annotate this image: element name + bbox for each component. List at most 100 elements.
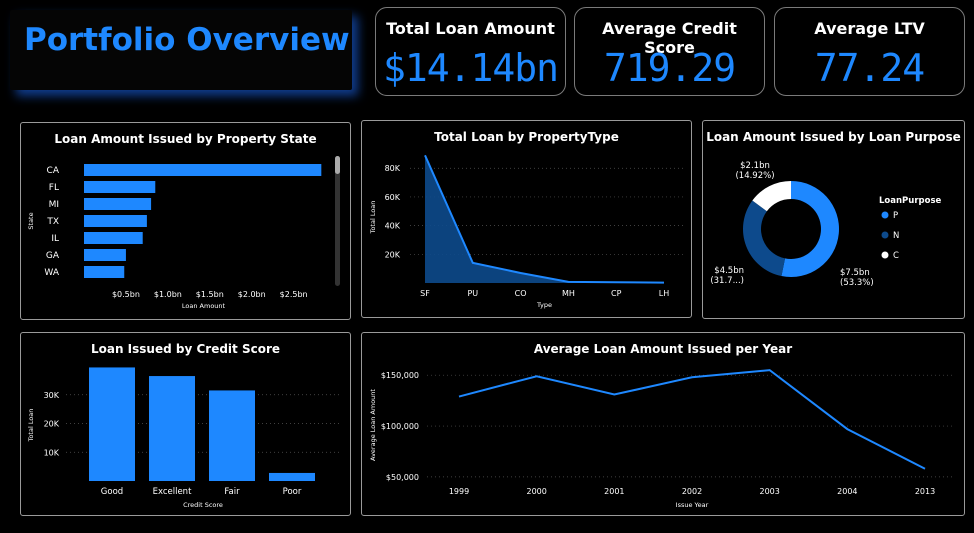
chart-panel-property-type[interactable]: Total Loan by PropertyType 20K 40K 60K 80K S…	[361, 120, 692, 318]
bar	[209, 390, 255, 481]
scrollbar-thumb	[335, 156, 340, 174]
x-tick-label: $1.5bn	[196, 290, 224, 299]
legend-marker	[881, 231, 889, 239]
chart-title: Total Loan by PropertyType	[434, 130, 619, 144]
legend-label: N	[893, 231, 899, 241]
chart-panel-loan-purpose[interactable]: Loan Amount Issued by Loan Purpose $7.5b…	[702, 120, 965, 319]
x-axis-label: Credit Score	[183, 501, 223, 509]
legend-label: C	[893, 251, 899, 261]
y-axis-label: Average Loan Amount	[369, 389, 377, 461]
kpi-value: 77.24	[814, 46, 925, 90]
chart-title: Loan Amount Issued by Property State	[54, 132, 317, 146]
kpi-value: 719.29	[603, 46, 736, 90]
kpi-value: $14.14bn	[382, 46, 559, 90]
data-label-percent: (31.7...)	[710, 276, 744, 286]
x-tick-label: Fair	[224, 487, 240, 497]
kpi-label: Total Loan Amount	[386, 19, 555, 38]
kpi-card-total-loan[interactable]: Total Loan Amount $14.14bn	[375, 7, 566, 96]
bar	[84, 232, 143, 244]
category-label: IL	[51, 234, 59, 244]
x-tick-label: SF	[420, 289, 430, 298]
area-fill	[425, 155, 664, 283]
x-tick-label: 2000	[526, 487, 546, 496]
y-tick-label: 30K	[44, 391, 60, 400]
x-tick-label: 2004	[837, 487, 857, 496]
bar	[84, 164, 322, 176]
data-label-percent: (14.92%)	[735, 171, 774, 181]
pie-slice	[781, 181, 839, 277]
data-label-value: $4.5bn	[714, 266, 744, 276]
category-label: CA	[47, 166, 60, 176]
x-tick-label: $0.5bn	[112, 290, 140, 299]
y-tick-label: $150,000	[381, 371, 419, 380]
x-tick-label: 2013	[915, 487, 935, 496]
y-tick-label: 40K	[385, 222, 401, 231]
x-axis-label: Issue Year	[676, 501, 709, 509]
bar	[84, 249, 126, 261]
x-tick-label: 2001	[604, 487, 624, 496]
x-tick-label: $2.0bn	[238, 290, 266, 299]
x-tick-label: $1.0bn	[154, 290, 182, 299]
category-label: WA	[44, 268, 59, 278]
y-tick-label: $100,000	[381, 422, 419, 431]
kpi-label: Average LTV	[814, 19, 925, 38]
property-type-area-chart: 20K 40K 60K 80K SF PU CO MH CP LH Type Total Loan	[369, 154, 684, 309]
x-tick-label: 1999	[449, 487, 469, 496]
legend-title: LoanPurpose	[879, 196, 941, 206]
x-tick-label: $2.5bn	[280, 290, 308, 299]
bar	[84, 266, 125, 278]
chart-panel-state[interactable]: Loan Amount Issued by Property State CA F…	[20, 122, 351, 320]
bar	[84, 198, 152, 210]
x-tick-label: 2003	[759, 487, 779, 496]
x-tick-label: PU	[467, 289, 478, 298]
y-tick-label: 20K	[385, 250, 401, 259]
chart-panel-year[interactable]: Average Loan Amount Issued per Year $50,…	[361, 332, 965, 516]
x-tick-label: LH	[659, 289, 669, 298]
credit-score-bar-chart: 10K 20K 30K Good Excellent Fair Poor Credit Sco…	[27, 367, 339, 509]
x-tick-label: 2002	[682, 487, 702, 496]
y-axis-label: State	[27, 212, 35, 229]
series-line	[458, 369, 926, 470]
pie-slice	[743, 200, 786, 277]
y-tick-label: 60K	[385, 193, 401, 202]
x-tick-label: CP	[611, 289, 622, 298]
category-label: GA	[46, 251, 60, 261]
y-axis-label: Total Loan	[27, 409, 35, 443]
legend-marker	[881, 251, 889, 259]
loan-purpose-donut-chart: $7.5bn(53.3%) $4.5bn(31.7...) $2.1bn(14.92…	[710, 161, 941, 288]
x-tick-label: Poor	[283, 487, 302, 497]
chart-title: Average Loan Amount Issued per Year	[533, 342, 793, 356]
x-tick-label: MH	[562, 289, 575, 298]
y-tick-label: 20K	[44, 420, 60, 429]
y-tick-label: 80K	[385, 164, 401, 173]
x-axis-label: Loan Amount	[182, 302, 226, 310]
chart-title: Loan Issued by Credit Score	[90, 342, 281, 356]
page-title: Portfolio Overview	[24, 22, 350, 58]
category-label: MI	[49, 200, 59, 210]
series-line	[424, 154, 665, 284]
x-tick-label: Good	[101, 487, 123, 497]
chart-panel-credit-score[interactable]: Loan Issued by Credit Score 10K 20K 30K Goo…	[20, 332, 351, 516]
scrollbar-track	[335, 156, 340, 286]
bar	[89, 367, 135, 481]
chart-title: Loan Amount Issued by Loan Purpose	[706, 130, 961, 144]
kpi-card-avg-ltv[interactable]: Average LTV 77.24	[774, 7, 965, 96]
data-label-value: $2.1bn	[740, 161, 770, 171]
category-label: TX	[46, 217, 59, 227]
data-label-value: $7.5bn	[840, 268, 870, 278]
legend-marker	[881, 211, 889, 219]
bar	[84, 181, 156, 193]
pie-slice	[752, 181, 791, 212]
legend-label: P	[893, 211, 898, 221]
x-tick-label: Excellent	[153, 487, 192, 497]
x-tick-label: CO	[515, 289, 527, 298]
year-line-chart: $50,000 $100,000 $150,000 1999 2000 2001 2002 2…	[369, 369, 954, 509]
state-bar-chart: CA FL MI TX IL GA WA $0.5bn $1.0bn $1.5bn $2.0bn $2…	[27, 156, 340, 310]
y-tick-label: 10K	[44, 448, 60, 457]
bar	[84, 215, 147, 227]
y-axis-label: Total Loan	[369, 201, 377, 235]
bar	[149, 376, 195, 481]
kpi-card-avg-credit[interactable]: Average Credit Score 719.29	[574, 7, 765, 96]
kpi-label: Average Credit Score	[602, 19, 737, 57]
category-label: FL	[49, 183, 59, 193]
